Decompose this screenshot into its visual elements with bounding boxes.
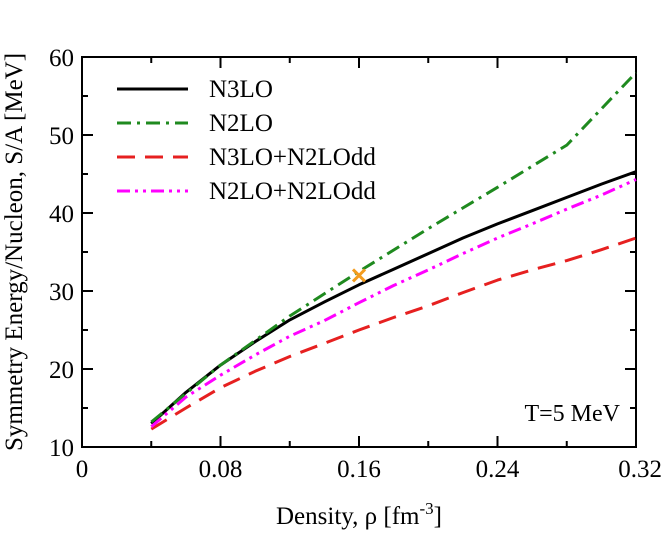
y-tick-label: 20	[49, 357, 74, 384]
series-layer	[150, 71, 638, 431]
y-axis-label: Symmetry Energy/Nucleon, S/A [MeV]	[1, 53, 28, 451]
legend-item: N3LO	[117, 76, 273, 103]
plot-frame	[81, 56, 637, 448]
y-tick-label: 50	[49, 123, 74, 150]
series-line-n3lo	[150, 170, 637, 425]
x-tick-label: 0.24	[476, 456, 520, 483]
marker-layer	[351, 268, 367, 283]
x-tick-label: 0.08	[199, 456, 243, 483]
legend-item: N2LO+N2LOdd	[117, 178, 376, 205]
legend-label: N2LO+N2LOdd	[209, 178, 376, 205]
temperature-annotation: T=5 MeV	[524, 401, 620, 427]
legend-item: N2LO	[117, 110, 273, 137]
y-tick-label: 40	[49, 201, 74, 228]
x-axis-label-end: ]	[434, 503, 442, 530]
series-line-n2lo	[150, 71, 638, 424]
marker-stroke	[351, 268, 367, 283]
legend: N3LO N2LO N3LO+N2LOdd N2LO+N2LOdd	[117, 76, 376, 205]
x-tick-label: 0.32	[618, 456, 662, 483]
x-tick-label: 0.16	[337, 456, 381, 483]
series-line-n2lo-n2lodd	[150, 178, 637, 428]
legend-label: N2LO	[209, 110, 273, 137]
legend-label: N3LO	[209, 76, 273, 103]
legend-item: N3LO+N2LOdd	[117, 144, 376, 171]
x-tick-label: 0	[76, 456, 89, 483]
x-axis-label: Density, ρ [fm-3]	[276, 499, 442, 530]
tick-layer: 0 0.08 0.16 0.24 0.32 10 20 30 40 50 60	[49, 45, 662, 483]
series-line-n3lo-n2lodd	[150, 236, 637, 431]
saturation-marker	[351, 268, 367, 283]
plot-area: 0 0.08 0.16 0.24 0.32 10 20 30 40 50 60	[49, 45, 662, 483]
legend-label: N3LO+N2LOdd	[209, 144, 376, 171]
y-tick-label: 10	[49, 435, 74, 462]
x-axis-label-main: Density, ρ [fm	[276, 503, 420, 530]
x-axis-label-superscript: -3	[419, 499, 433, 518]
y-tick-label: 60	[49, 45, 74, 72]
y-tick-label: 30	[49, 279, 74, 306]
